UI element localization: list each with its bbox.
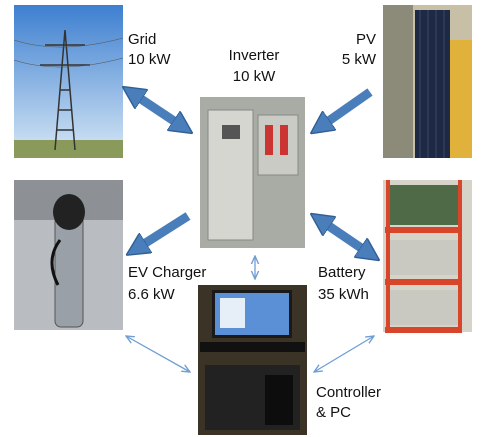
node-rating: 10 kW	[128, 51, 171, 68]
node-label: EV Charger	[128, 264, 206, 281]
comm-arrow	[126, 336, 190, 372]
node-label: PV	[356, 31, 376, 48]
grid-photo	[14, 5, 123, 158]
node-rating: 6.6 kW	[128, 286, 176, 303]
power-flow-arrow	[320, 220, 370, 254]
node-label: Battery	[318, 264, 366, 281]
inverter-photo	[200, 97, 305, 248]
node-rating: & PC	[316, 404, 351, 421]
diagram: Grid 10 kW PV 5 kW Inverter 10 kW EV Cha…	[0, 0, 482, 437]
node-rating: 10 kW	[233, 68, 276, 85]
node-rating: 35 kWh	[318, 286, 369, 303]
node-label: Grid	[128, 31, 156, 48]
node-rating: 5 kW	[342, 51, 377, 68]
comm-arrow	[314, 336, 374, 372]
power-flow-arrow	[132, 93, 183, 127]
battery-photo	[383, 180, 472, 332]
power-flow-arrow	[320, 92, 370, 127]
power-flow-arrow	[136, 216, 188, 249]
pv-photo	[383, 5, 472, 158]
node-label: Inverter	[229, 47, 280, 64]
controller-photo	[198, 285, 307, 435]
node-label: Controller	[316, 384, 381, 401]
ev-charger-photo	[14, 180, 123, 330]
